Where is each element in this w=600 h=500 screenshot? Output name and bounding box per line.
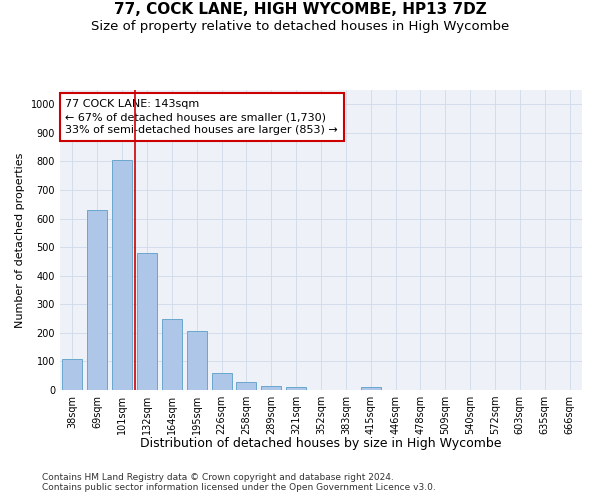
Text: Contains HM Land Registry data © Crown copyright and database right 2024.: Contains HM Land Registry data © Crown c…	[42, 472, 394, 482]
Text: Distribution of detached houses by size in High Wycombe: Distribution of detached houses by size …	[140, 438, 502, 450]
Y-axis label: Number of detached properties: Number of detached properties	[15, 152, 25, 328]
Bar	[236, 382, 256, 390]
Bar	[212, 373, 232, 390]
Bar	[112, 160, 132, 390]
Bar	[286, 387, 306, 390]
Bar	[187, 332, 206, 390]
Bar	[162, 318, 182, 390]
Bar	[361, 386, 380, 390]
Text: Size of property relative to detached houses in High Wycombe: Size of property relative to detached ho…	[91, 20, 509, 33]
Text: 77, COCK LANE, HIGH WYCOMBE, HP13 7DZ: 77, COCK LANE, HIGH WYCOMBE, HP13 7DZ	[113, 2, 487, 18]
Bar	[262, 386, 281, 390]
Bar	[137, 253, 157, 390]
Text: Contains public sector information licensed under the Open Government Licence v3: Contains public sector information licen…	[42, 484, 436, 492]
Bar	[62, 358, 82, 390]
Text: 77 COCK LANE: 143sqm
← 67% of detached houses are smaller (1,730)
33% of semi-de: 77 COCK LANE: 143sqm ← 67% of detached h…	[65, 99, 338, 136]
Bar	[88, 210, 107, 390]
